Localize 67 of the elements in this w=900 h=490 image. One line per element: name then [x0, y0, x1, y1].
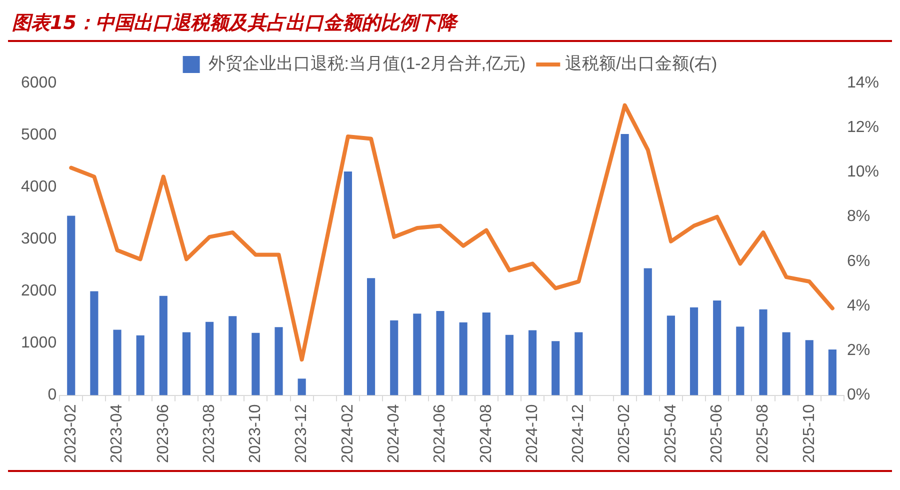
x-tick-label: 2025-02 — [616, 404, 634, 463]
legend-label: 外贸企业出口退税:当月值(1-2月合并,亿元) — [208, 54, 526, 74]
y2-tick-label: 4% — [846, 297, 870, 314]
bar — [828, 349, 836, 396]
x-tick-label: 2023-10 — [247, 404, 264, 463]
x-tick-label: 2024-06 — [432, 404, 449, 463]
bar — [90, 291, 98, 396]
legend-label: 退税额/出口金额(右) — [565, 54, 718, 74]
x-tick-label: 2023-12 — [293, 404, 310, 463]
y2-tick-label: 0% — [846, 386, 870, 404]
bar — [713, 300, 722, 396]
x-tick-label: 2025-10 — [800, 404, 818, 463]
bar — [644, 268, 652, 396]
y2-tick-label: 10% — [846, 164, 880, 181]
bar — [528, 330, 537, 396]
bar — [620, 134, 629, 396]
bar — [67, 216, 76, 396]
bar — [436, 310, 444, 396]
bar — [759, 309, 768, 396]
y-tick-label: 5000 — [21, 126, 57, 144]
bar — [136, 335, 144, 396]
y2-tick-label: 8% — [846, 208, 870, 226]
bar — [574, 332, 583, 396]
x-tick-label: 2024-04 — [386, 404, 403, 463]
y2-tick-label: 6% — [846, 252, 870, 270]
bar — [736, 326, 744, 396]
bar — [274, 327, 283, 396]
y-tick-label: 1000 — [21, 334, 57, 352]
bar — [344, 171, 352, 396]
bar — [552, 341, 560, 396]
bar — [113, 330, 122, 396]
bar — [666, 316, 675, 396]
bar — [782, 332, 790, 396]
y-tick-label: 6000 — [21, 74, 57, 92]
bar — [459, 322, 468, 396]
x-tick-label: 2024-12 — [570, 404, 588, 463]
y-tick-label: 0 — [48, 386, 57, 404]
x-tick-label: 2023-08 — [200, 404, 218, 463]
bar — [206, 322, 214, 396]
y-tick-label: 3000 — [21, 230, 57, 248]
bar — [367, 278, 376, 396]
x-tick-label: 2024-10 — [524, 404, 541, 463]
y2-tick-label: 2% — [846, 342, 870, 360]
chart-title: 图表15：中国出口退税额及其占出口金额的比例下降 — [8, 8, 892, 42]
y-tick-label: 4000 — [21, 178, 57, 196]
bar — [182, 332, 191, 396]
bar — [505, 334, 514, 396]
x-tick-label: 2025-06 — [708, 404, 726, 463]
bar — [159, 296, 168, 396]
x-tick-label: 2025-08 — [754, 404, 772, 463]
bar — [228, 316, 237, 396]
y2-tick-label: 14% — [846, 74, 880, 92]
y2-tick-label: 12% — [846, 119, 880, 136]
x-tick-label: 2023-04 — [108, 404, 126, 463]
x-tick-label: 2023-06 — [154, 404, 172, 463]
y-tick-label: 2000 — [21, 282, 57, 300]
bar — [805, 340, 814, 396]
bar — [252, 332, 260, 396]
x-tick-label: 2024-08 — [478, 404, 495, 463]
bar — [390, 320, 398, 396]
x-tick-label: 2023-02 — [62, 404, 80, 463]
bar — [413, 314, 422, 396]
bar — [482, 312, 490, 396]
x-tick-label: 2025-04 — [662, 404, 680, 463]
bar — [298, 378, 306, 396]
bar — [690, 307, 698, 396]
x-tick-label: 2024-02 — [339, 404, 356, 463]
